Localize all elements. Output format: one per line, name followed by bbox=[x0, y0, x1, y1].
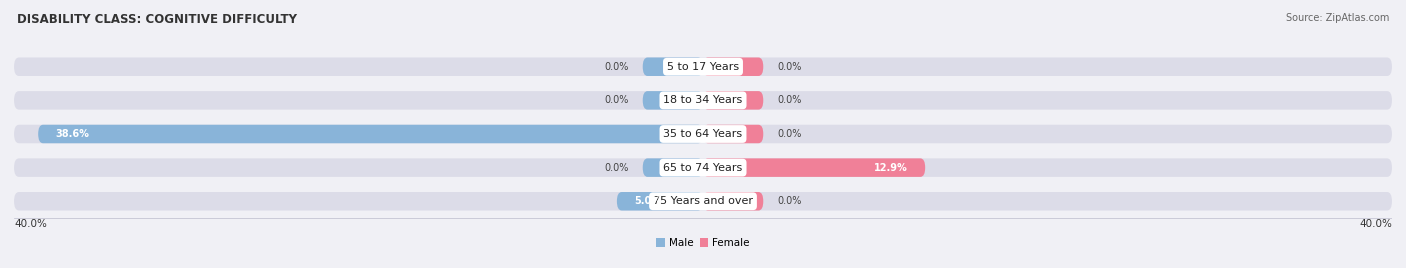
Text: 5 to 17 Years: 5 to 17 Years bbox=[666, 62, 740, 72]
Text: 75 Years and over: 75 Years and over bbox=[652, 196, 754, 206]
Text: 35 to 64 Years: 35 to 64 Years bbox=[664, 129, 742, 139]
Text: 65 to 74 Years: 65 to 74 Years bbox=[664, 163, 742, 173]
FancyBboxPatch shape bbox=[38, 125, 703, 143]
FancyBboxPatch shape bbox=[617, 192, 703, 210]
FancyBboxPatch shape bbox=[703, 158, 925, 177]
Text: 40.0%: 40.0% bbox=[14, 219, 46, 229]
Text: DISABILITY CLASS: COGNITIVE DIFFICULTY: DISABILITY CLASS: COGNITIVE DIFFICULTY bbox=[17, 13, 297, 27]
Text: 0.0%: 0.0% bbox=[778, 62, 801, 72]
FancyBboxPatch shape bbox=[643, 158, 703, 177]
Text: 0.0%: 0.0% bbox=[778, 129, 801, 139]
FancyBboxPatch shape bbox=[703, 192, 763, 210]
FancyBboxPatch shape bbox=[14, 192, 1392, 210]
Text: 0.0%: 0.0% bbox=[778, 196, 801, 206]
FancyBboxPatch shape bbox=[14, 158, 1392, 177]
Text: 5.0%: 5.0% bbox=[634, 196, 661, 206]
Text: 40.0%: 40.0% bbox=[1360, 219, 1392, 229]
FancyBboxPatch shape bbox=[643, 91, 703, 110]
Text: 0.0%: 0.0% bbox=[778, 95, 801, 105]
Legend: Male, Female: Male, Female bbox=[652, 234, 754, 252]
FancyBboxPatch shape bbox=[14, 58, 1392, 76]
FancyBboxPatch shape bbox=[643, 58, 703, 76]
FancyBboxPatch shape bbox=[703, 91, 763, 110]
Text: 0.0%: 0.0% bbox=[605, 62, 628, 72]
Text: 12.9%: 12.9% bbox=[875, 163, 908, 173]
Text: 18 to 34 Years: 18 to 34 Years bbox=[664, 95, 742, 105]
Text: 0.0%: 0.0% bbox=[605, 95, 628, 105]
Text: Source: ZipAtlas.com: Source: ZipAtlas.com bbox=[1285, 13, 1389, 23]
FancyBboxPatch shape bbox=[14, 91, 1392, 110]
FancyBboxPatch shape bbox=[703, 125, 763, 143]
FancyBboxPatch shape bbox=[14, 125, 1392, 143]
Text: 0.0%: 0.0% bbox=[605, 163, 628, 173]
FancyBboxPatch shape bbox=[703, 58, 763, 76]
Text: 38.6%: 38.6% bbox=[55, 129, 89, 139]
